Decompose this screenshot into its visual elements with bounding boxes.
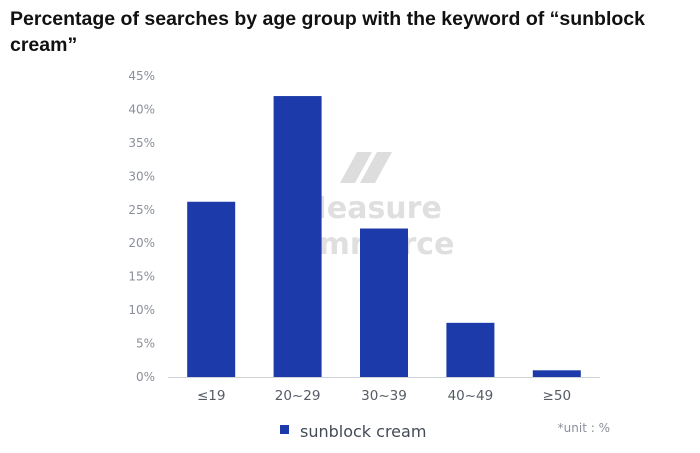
y-tick-label: 0% (136, 370, 155, 384)
bar (360, 228, 408, 377)
bar (532, 370, 581, 377)
bar (187, 201, 236, 377)
y-axis: 0% 5% 10% 15% 20% 25% 30% 35% 40% 45% (128, 69, 155, 384)
x-tick-label: ≥50 (543, 388, 572, 404)
y-tick-label: 20% (128, 236, 155, 250)
y-tick-label: 30% (128, 169, 155, 183)
bar (446, 322, 495, 377)
x-axis: ≤19 20~29 30~39 40~49 ≥50 (197, 388, 571, 404)
chart-title: Percentage of searches by age group with… (10, 8, 645, 56)
y-tick-label: 10% (128, 303, 155, 317)
x-tick-label: 20~29 (275, 388, 321, 404)
legend-label: sunblock cream (300, 422, 426, 441)
y-tick-label: 40% (128, 102, 155, 116)
legend-swatch (280, 425, 289, 434)
unit-note: *unit : % (558, 421, 610, 435)
measure-commerce-logo-icon (340, 152, 392, 183)
y-tick-label: 25% (128, 203, 155, 217)
bar (273, 96, 322, 378)
y-tick-label: 15% (128, 270, 155, 284)
x-tick-label: 40~49 (448, 388, 494, 404)
bars (187, 96, 581, 378)
legend: sunblock cream (280, 422, 426, 441)
x-tick-label: 30~39 (361, 388, 407, 404)
y-tick-label: 45% (128, 69, 155, 83)
y-tick-label: 5% (136, 337, 155, 351)
y-tick-label: 35% (128, 136, 155, 150)
x-tick-label: ≤19 (197, 388, 226, 404)
